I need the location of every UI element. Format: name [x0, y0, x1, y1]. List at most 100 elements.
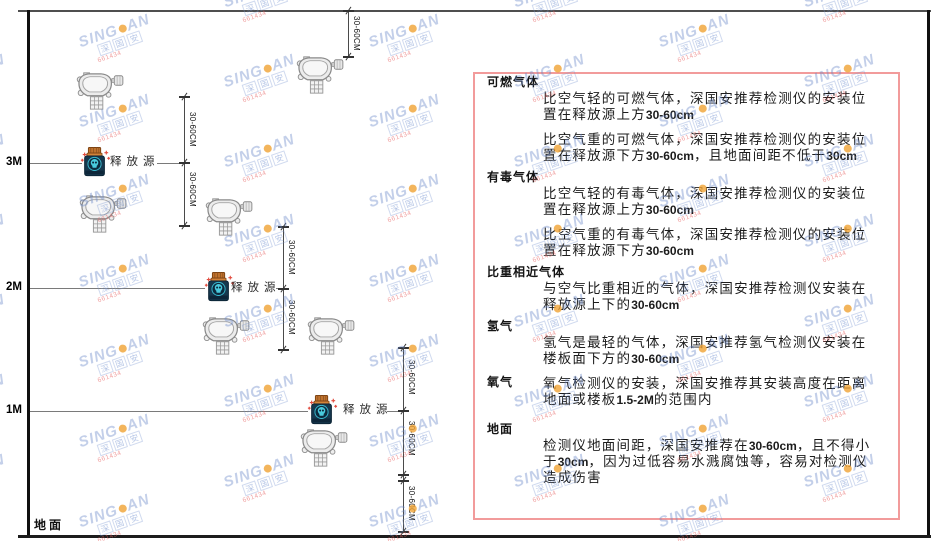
- gas-detector-icon: [77, 193, 127, 235]
- watermark-code: 661434: [241, 489, 268, 505]
- watermark-code: 661434: [386, 49, 413, 65]
- height-level-label: 1M: [6, 404, 22, 416]
- watermark-logo-dot-icon: [262, 383, 273, 394]
- gas-detector-icon: [298, 427, 348, 469]
- watermark-code: 661434: [386, 289, 413, 305]
- watermark-code: 661434: [0, 317, 13, 344]
- watermark-code: 661434: [531, 9, 558, 25]
- section-heading: 可燃气体: [487, 75, 540, 89]
- dimension-label: 30-60CM: [352, 16, 361, 52]
- watermark-chinese-name: 深国安: [386, 106, 446, 137]
- height-level-line: [30, 411, 308, 412]
- section-body: 检测仪地面间距，深国安推荐在30-60cm，且不得小于30cm，因为过低容易水溅…: [487, 438, 888, 486]
- height-level-line: [157, 163, 184, 164]
- watermark-logo-dot-icon: [407, 183, 418, 194]
- dimension-label: 30-60CM: [407, 360, 416, 396]
- watermark-code: 661434: [386, 209, 413, 225]
- watermark-code: 661434: [821, 9, 848, 25]
- dimension-label: 30-60CM: [188, 112, 197, 148]
- dimension-label: 30-60CM: [287, 240, 296, 276]
- release-source-icon: [79, 146, 111, 180]
- section-heading: 有毒气体: [487, 170, 540, 184]
- section-paragraph: 比空气轻的有毒气体，深国安推荐检测仪的安装位置在释放源上方30-60cm: [543, 186, 867, 217]
- section-paragraph: 比空气重的有毒气体，深国安推荐检测仪的安装位置在释放源下方30-60cm: [543, 227, 867, 258]
- watermark-code: 661434: [96, 129, 123, 145]
- ground-label: 地面: [34, 518, 65, 532]
- watermark-chinese-name: 深国安: [386, 266, 446, 297]
- watermark-logo-dot-icon: [262, 223, 273, 234]
- watermark-code: 661434: [96, 369, 123, 385]
- guidelines-panel: 可燃气体 比空气轻的可燃气体，深国安推荐检测仪的安装位置在释放源上方30-60cm…: [473, 72, 900, 520]
- watermark-chinese-name: 深国安: [386, 346, 446, 377]
- gas-detector-icon: [294, 54, 344, 96]
- guideline-section: 可燃气体 比空气轻的可燃气体，深国安推荐检测仪的安装位置在释放源上方30-60cm…: [487, 76, 888, 164]
- watermark-code: 661434: [96, 449, 123, 465]
- watermark-chinese-name: 深国安: [241, 0, 301, 17]
- gas-detector-icon: [305, 315, 355, 357]
- watermark-code: 661434: [0, 77, 13, 104]
- watermark-logo-dot-icon: [697, 23, 708, 34]
- guideline-section: 地面检测仪地面间距，深国安推荐在30-60cm，且不得小于30cm，因为过低容易…: [487, 423, 888, 486]
- watermark-chinese-name: 深国安: [96, 346, 156, 377]
- watermark-code: 661434: [241, 9, 268, 25]
- watermark-chinese-name: 深国安: [0, 226, 11, 256]
- watermark-logo-dot-icon: [117, 343, 128, 354]
- section-body: 氧气检测仪的安装，深国安推荐其安装高度在距离地面或楼板1.5-2M的范围内: [543, 374, 888, 408]
- section-body: 氢气是最轻的气体，深国安推荐氢气检测仪安装在楼板面下方的30-60cm: [487, 335, 888, 367]
- release-source-icon: [306, 394, 338, 428]
- section-heading: 地面: [487, 422, 514, 436]
- guideline-section: 氢气氢气是最轻的气体，深国安推荐氢气检测仪安装在楼板面下方的30-60cm: [487, 320, 888, 367]
- watermark-logo-dot-icon: [117, 23, 128, 34]
- dimension-label: 30-60CM: [407, 421, 416, 457]
- watermark-chinese-name: 深国安: [821, 0, 881, 17]
- watermark-chinese-name: 深国安: [0, 66, 11, 96]
- height-level-line: [30, 163, 82, 164]
- gas-detector-icon: [74, 70, 124, 112]
- section-paragraph: 氢气是最轻的气体，深国安推荐氢气检测仪安装在楼板面下方的30-60cm: [543, 335, 867, 366]
- watermark-chinese-name: 深国安: [386, 506, 446, 537]
- ceiling-line: [18, 10, 931, 12]
- watermark-chinese-name: 深国安: [0, 0, 11, 16]
- watermark-logo-dot-icon: [407, 103, 418, 114]
- section-heading: 氢气: [487, 319, 514, 333]
- watermark-chinese-name: 深国安: [241, 466, 301, 497]
- watermark-chinese-name: 深国安: [241, 146, 301, 177]
- guidelines-content: 可燃气体 比空气轻的可燃气体，深国安推荐检测仪的安装位置在释放源上方30-60cm…: [475, 74, 898, 486]
- gas-detector-icon: [200, 315, 250, 357]
- watermark-chinese-name: 深国安: [96, 26, 156, 57]
- watermark-chinese-name: 深国安: [96, 506, 156, 537]
- watermark-code: 661434: [676, 49, 703, 65]
- height-level-line: [30, 288, 205, 289]
